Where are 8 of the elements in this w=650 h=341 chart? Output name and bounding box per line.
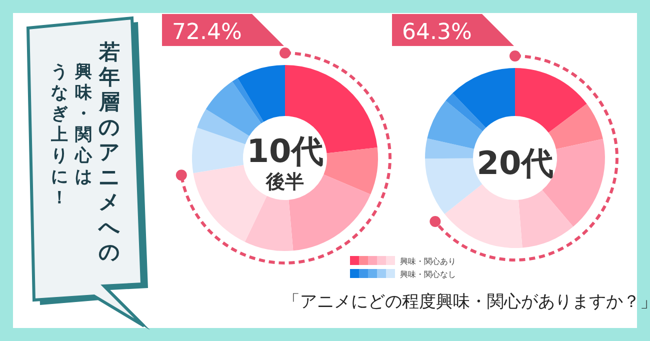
- text: 興味・関心あり: [400, 257, 456, 266]
- text: 「アニメにどの程度興味・関心がありますか？」: [283, 292, 650, 312]
- text: 72.4%: [172, 20, 242, 45]
- text: 64.3%: [402, 20, 472, 45]
- chart-title: 若年層のアニメへの: [98, 40, 120, 264]
- text: 興味・関心は: [74, 62, 93, 188]
- text: 興味・関心なし: [400, 270, 456, 279]
- text: うなぎ上りに！: [50, 62, 69, 209]
